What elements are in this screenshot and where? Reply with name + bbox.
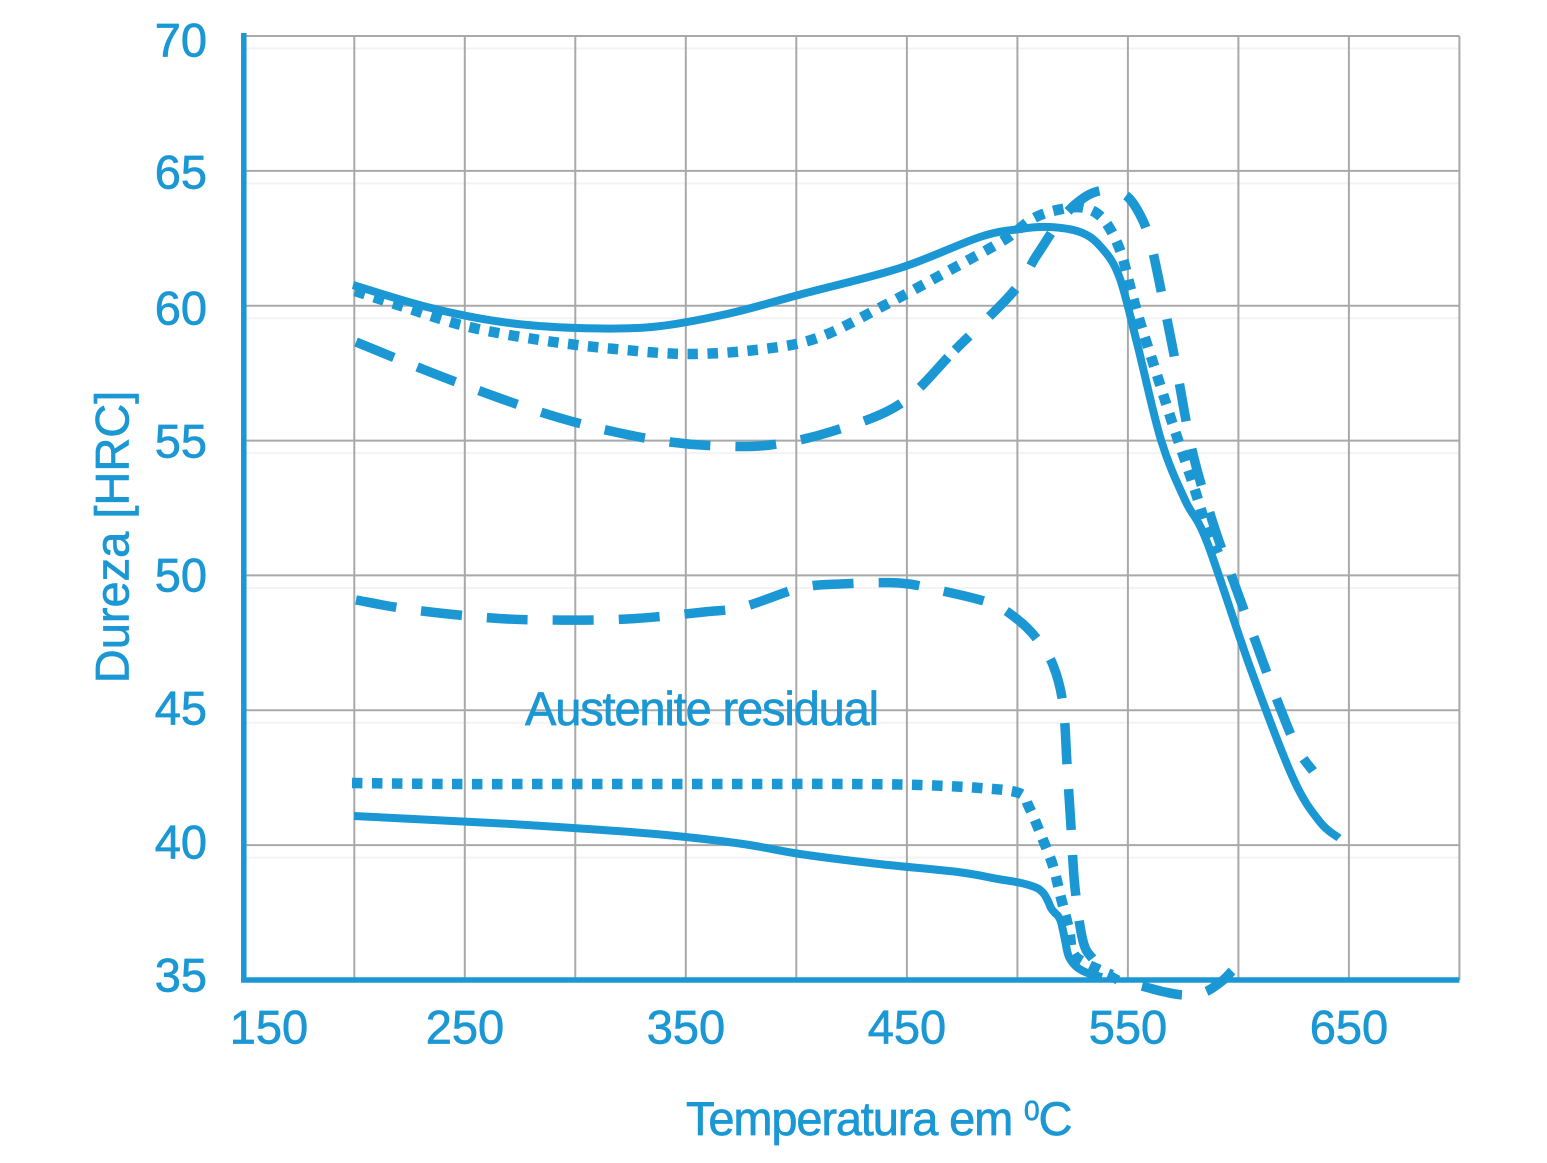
svg-text:150: 150 [230, 1001, 308, 1054]
svg-text:45: 45 [155, 682, 207, 735]
svg-text:50: 50 [155, 549, 207, 602]
svg-text:60: 60 [155, 282, 207, 335]
svg-text:350: 350 [647, 1001, 725, 1054]
svg-text:70: 70 [155, 14, 207, 67]
svg-text:Austenite residual: Austenite residual [525, 682, 878, 735]
svg-text:250: 250 [426, 1001, 504, 1054]
svg-text:65: 65 [155, 146, 207, 199]
svg-text:450: 450 [868, 1001, 946, 1054]
svg-text:Temperatura em 0C: Temperatura em 0C [686, 1092, 1071, 1145]
svg-text:650: 650 [1310, 1001, 1388, 1054]
svg-text:550: 550 [1089, 1001, 1167, 1054]
svg-text:55: 55 [155, 415, 207, 468]
svg-text:Dureza [HRC]: Dureza [HRC] [86, 391, 139, 684]
svg-text:35: 35 [155, 949, 207, 1002]
svg-text:40: 40 [155, 816, 207, 869]
